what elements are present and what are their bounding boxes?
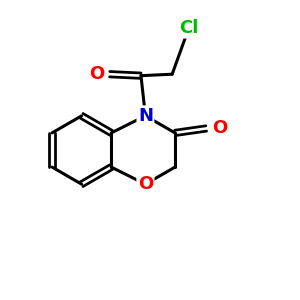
Text: N: N xyxy=(138,107,153,125)
Text: Cl: Cl xyxy=(179,19,198,37)
Text: O: O xyxy=(138,175,153,193)
Text: O: O xyxy=(212,119,227,137)
Text: O: O xyxy=(89,65,104,83)
